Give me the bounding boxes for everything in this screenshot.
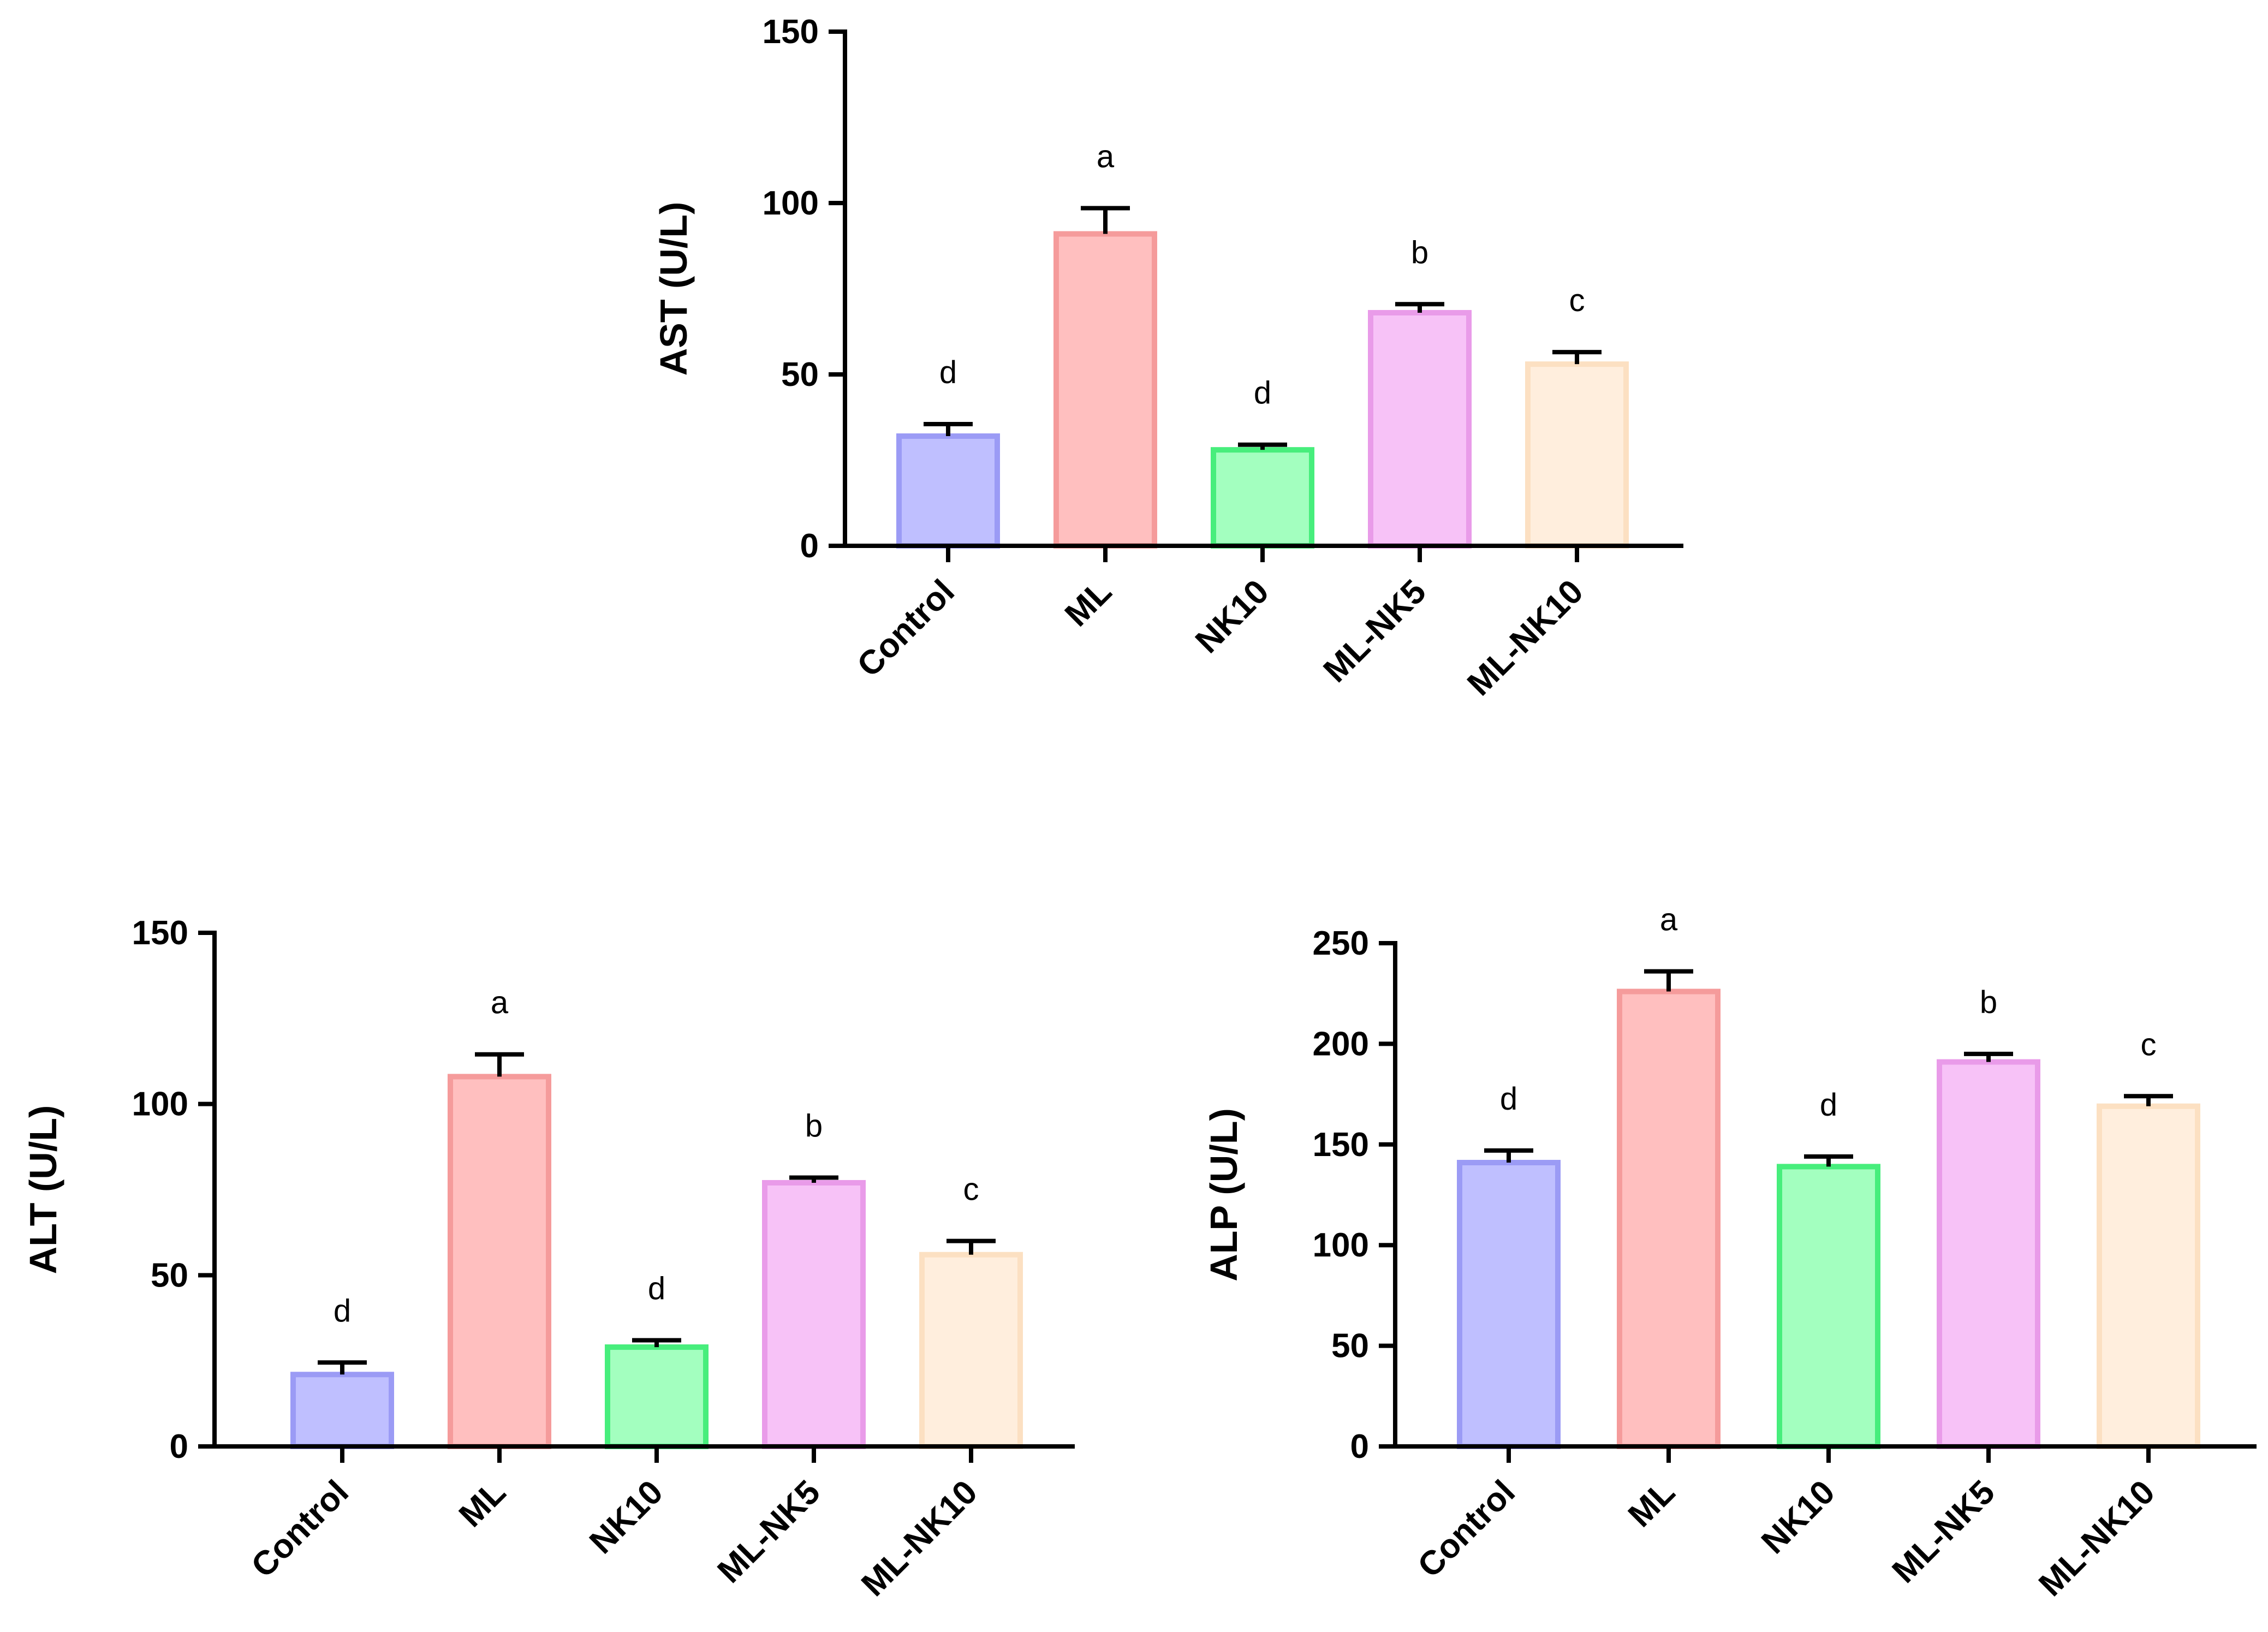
alp-y-tick-label: 250: [1313, 925, 1369, 962]
ast-bar-nk10: [1211, 447, 1314, 549]
alp-category-label-nk10: NK10: [1754, 1473, 1842, 1561]
alp-y-tick-label: 150: [1313, 1126, 1369, 1164]
alp-bar-ml-nk5: [1937, 1059, 2040, 1450]
alp-error-bar-nk10: [1804, 1154, 1853, 1167]
ast-y-tick-label: 0: [800, 527, 819, 565]
ast-significance-nk10: d: [1254, 376, 1271, 411]
alt-significance-ml-nk10: c: [963, 1172, 979, 1207]
alt-bar-ml: [448, 1074, 551, 1449]
alt-y-tick-label: 150: [132, 914, 188, 952]
alp-category-label-ml-nk5: ML-NK5: [1885, 1473, 2002, 1590]
alp-y-tick-label: 200: [1313, 1025, 1369, 1063]
alp-y-tick-label: 50: [1331, 1327, 1369, 1365]
alp-error-bar-ml: [1644, 969, 1693, 992]
ast-error-bar-ml: [1081, 206, 1130, 234]
alt-axes: [212, 931, 1075, 1449]
alt-bar-control: [290, 1372, 394, 1450]
ast-error-bar-nk10: [1238, 442, 1287, 450]
ast-chart: AST (U/L) 0 50 100 150 d Control a ML d NK10 b ML-NK…: [652, 13, 1683, 703]
alt-category-label-ml-nk5: ML-NK5: [711, 1473, 828, 1590]
ast-bar-ml: [1053, 231, 1157, 549]
ast-y-tick-label: 100: [763, 184, 819, 222]
alp-error-bar-ml-nk10: [2124, 1094, 2173, 1106]
alt-significance-nk10: d: [648, 1271, 665, 1307]
alt-y-tick-label: 0: [170, 1428, 188, 1466]
ast-significance-ml-nk5: b: [1411, 235, 1428, 270]
ast-category-label-control: Control: [850, 573, 962, 684]
alp-significance-ml-nk10: c: [2141, 1027, 2157, 1062]
alp-significance-control: d: [1500, 1081, 1517, 1117]
alt-bar-ml-nk10: [919, 1252, 1023, 1450]
alp-significance-nk10: d: [1820, 1087, 1837, 1123]
alp-significance-ml: a: [1660, 902, 1678, 938]
alp-bar-nk10: [1777, 1164, 1880, 1449]
ast-error-bar-control: [924, 422, 973, 437]
alt-error-bar-nk10: [632, 1338, 681, 1348]
alt-error-bar-control: [318, 1360, 367, 1375]
alt-significance-ml: a: [491, 985, 509, 1021]
alp-category-label-ml: ML: [1621, 1473, 1682, 1534]
alt-y-tick-label: 100: [132, 1086, 188, 1123]
ast-error-bar-ml-nk10: [1552, 350, 1602, 365]
ast-category-label-ml-nk10: ML-NK10: [1460, 573, 1591, 703]
alp-bar-control: [1457, 1159, 1561, 1449]
ast-significance-ml-nk10: c: [1569, 283, 1585, 318]
alp-error-bar-ml-nk5: [1964, 1051, 2013, 1062]
alt-category-label-nk10: NK10: [582, 1473, 670, 1561]
alt-bar-nk10: [605, 1344, 709, 1449]
alt-significance-ml-nk5: b: [805, 1109, 823, 1144]
ast-bar-ml-nk5: [1368, 309, 1472, 549]
alp-axes: [1393, 941, 2257, 1449]
alp-y-tick-label: 100: [1313, 1226, 1369, 1264]
alp-category-label-ml-nk10: ML-NK10: [2032, 1473, 2162, 1604]
ast-significance-control: d: [939, 355, 957, 390]
ast-axes: [843, 29, 1683, 548]
alt-error-bar-ml-nk5: [789, 1175, 838, 1183]
alt-error-bar-ml: [475, 1052, 524, 1077]
alt-chart: ALT (U/L) 0 50 100 150 d Control a ML d NK10 b ML-NK…: [22, 914, 1075, 1604]
alt-bar-ml-nk5: [762, 1180, 866, 1450]
ast-y-axis-title: AST (U/L): [652, 202, 695, 376]
ast-y-tick-label: 50: [781, 356, 819, 394]
ast-y-tick-label: 150: [763, 13, 819, 51]
alp-bar-ml-nk10: [2097, 1103, 2200, 1449]
alp-chart: ALP (U/L) 0 50 100 150 200 250 d Control a ML d NK10…: [1203, 902, 2257, 1604]
ast-category-label-ml: ML: [1058, 573, 1119, 634]
alt-category-label-control: Control: [244, 1473, 356, 1585]
ast-bar-ml-nk10: [1525, 361, 1629, 549]
alp-category-label-control: Control: [1410, 1473, 1522, 1585]
ast-bar-control: [896, 433, 1000, 549]
ast-error-bar-ml-nk5: [1395, 302, 1444, 313]
alp-significance-ml-nk5: b: [1980, 985, 1997, 1020]
ast-category-label-ml-nk5: ML-NK5: [1317, 573, 1433, 689]
alt-category-label-ml-nk10: ML-NK10: [854, 1473, 985, 1604]
ast-category-label-nk10: NK10: [1188, 573, 1276, 660]
alt-category-label-ml: ML: [452, 1473, 513, 1534]
alp-bar-ml: [1617, 988, 1721, 1449]
alt-y-tick-label: 50: [151, 1256, 188, 1294]
alp-error-bar-control: [1484, 1148, 1533, 1163]
alp-y-tick-label: 0: [1350, 1428, 1369, 1466]
alt-y-axis-title: ALT (U/L): [22, 1105, 64, 1274]
ast-significance-ml: a: [1097, 139, 1115, 174]
alp-y-axis-title: ALP (U/L): [1203, 1108, 1245, 1282]
alt-error-bar-ml-nk10: [947, 1238, 996, 1255]
alt-significance-control: d: [334, 1293, 351, 1329]
